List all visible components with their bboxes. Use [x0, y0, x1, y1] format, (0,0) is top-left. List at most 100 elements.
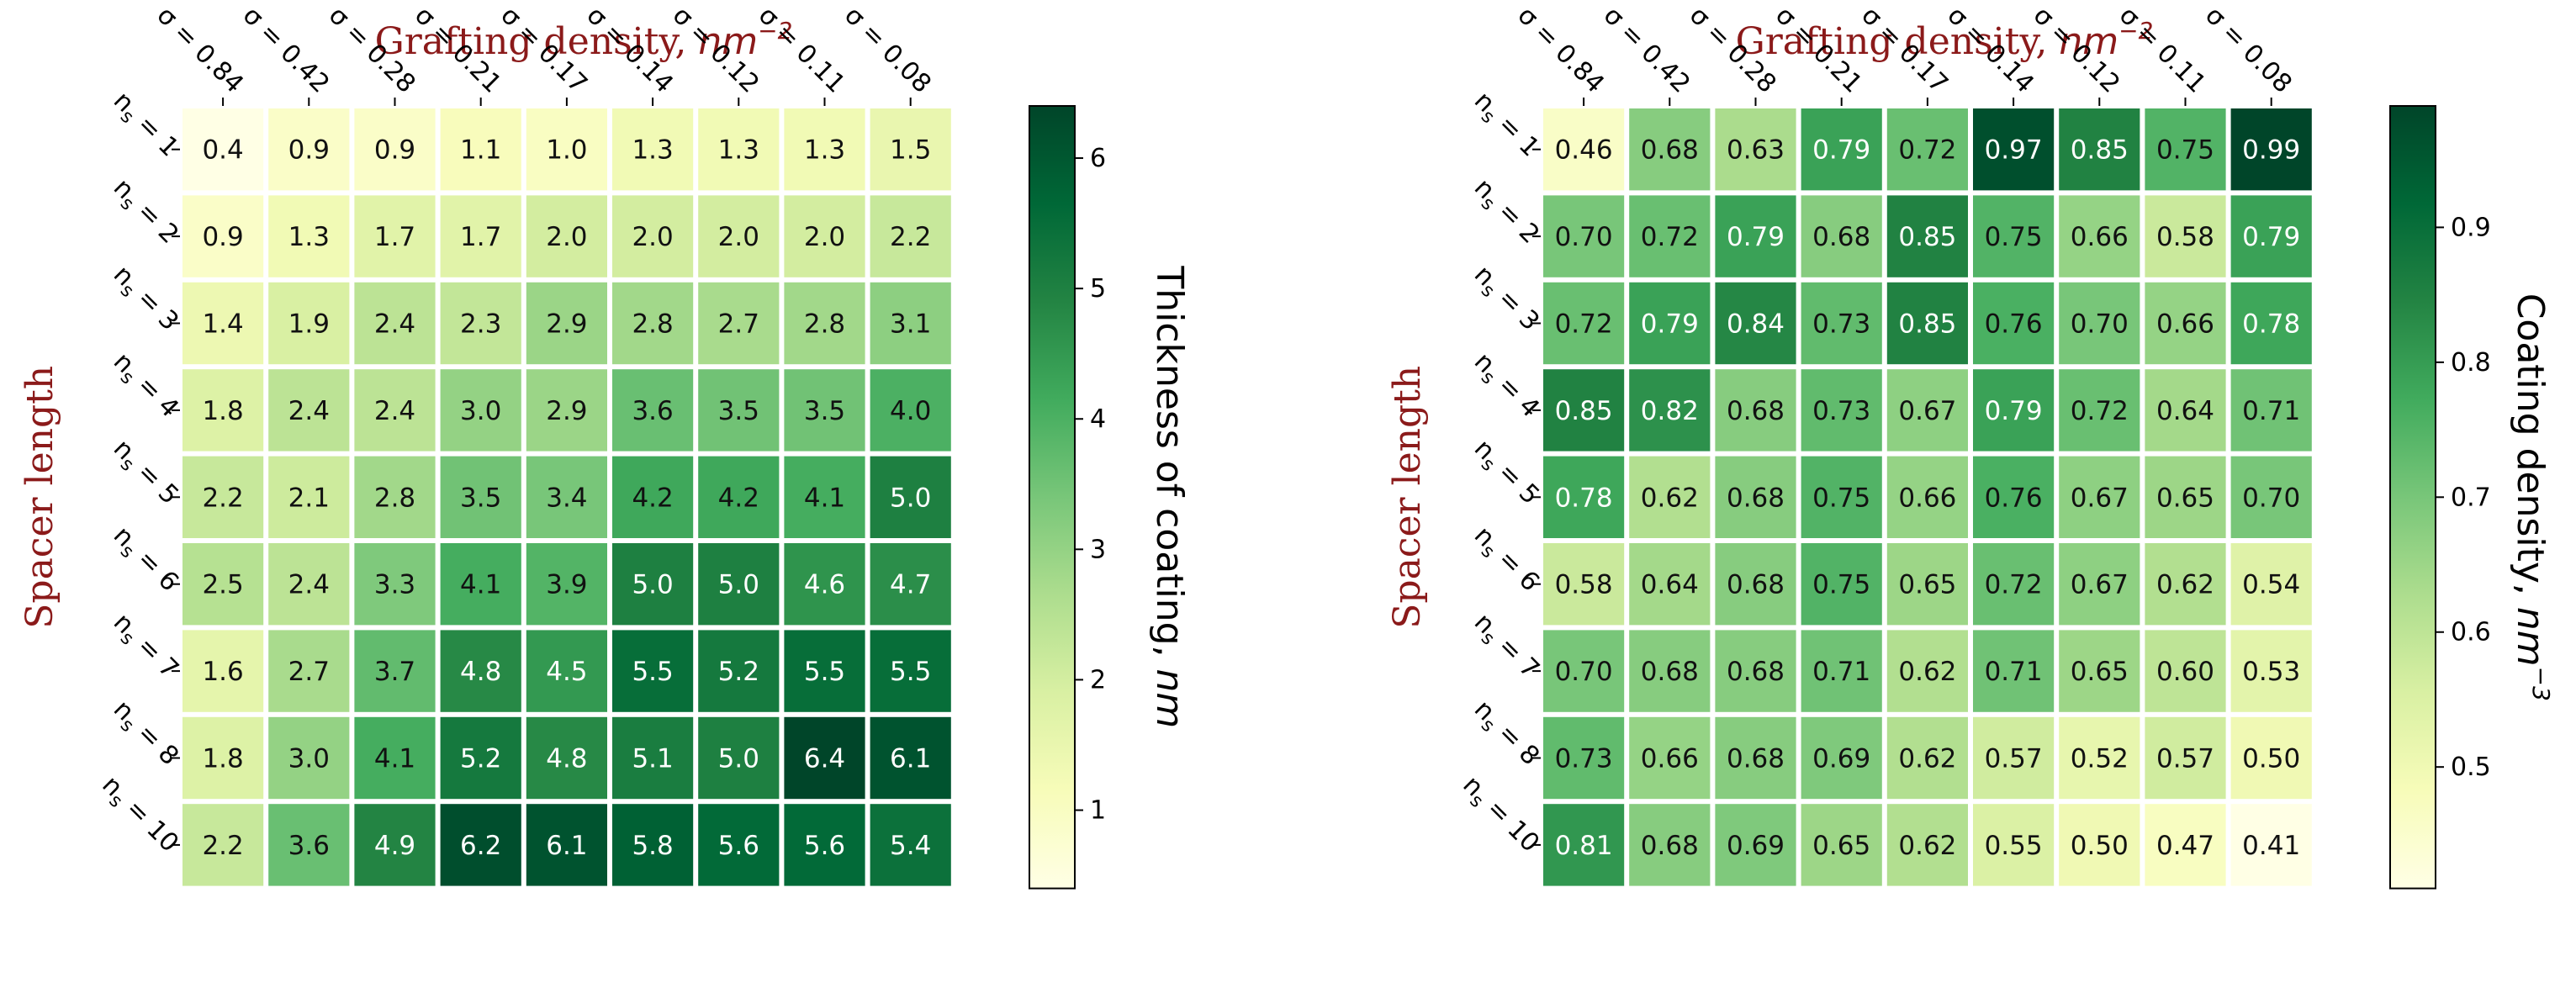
cell-value-label: 0.71 — [2242, 396, 2300, 426]
heatmap-cell — [2230, 456, 2312, 538]
cell-value-label: 2.8 — [804, 309, 845, 340]
cell-value-label: 6.1 — [890, 744, 931, 774]
cell-value-label: 4.8 — [546, 744, 587, 774]
cell-value-label: 0.72 — [1641, 222, 1699, 252]
cell-value-label: 4.1 — [460, 570, 501, 600]
heatmap-cell — [1973, 108, 2055, 191]
heatmap-1: Grafting density, nm−2 Spacer length 0.4 0.… — [19, 1, 1191, 890]
cell-value-label: 0.50 — [2071, 831, 2129, 861]
cell-value-label: 0.62 — [1898, 657, 1956, 687]
cell-value-label: 0.68 — [1727, 657, 1785, 687]
y-tick-label: ns = 1 — [104, 86, 184, 166]
cell-value-label: 5.0 — [632, 570, 673, 600]
heatmap-cell — [526, 456, 607, 538]
y-tick-label: ns = 10 — [93, 770, 184, 861]
y-axis-label: Spacer length — [19, 366, 61, 629]
heatmap-cell — [2059, 456, 2140, 538]
heatmap-cell — [182, 108, 264, 191]
cell-value-label: 0.75 — [1985, 222, 2043, 252]
cell-value-label: 3.0 — [460, 396, 501, 426]
cell-value-label: 5.4 — [890, 831, 931, 861]
cell-value-label: 2.4 — [288, 396, 330, 426]
cell-value-label: 4.5 — [546, 657, 587, 687]
cell-value-label: 0.9 — [374, 135, 415, 166]
heatmap-cell — [1801, 369, 1882, 452]
heatmap-cell — [440, 456, 521, 538]
heatmap-cell — [526, 804, 607, 886]
x-tick-label: σ = 0.42 — [1598, 1, 1696, 99]
y-tick-label: ns = 8 — [104, 695, 184, 774]
heatmap-cell — [182, 369, 264, 452]
cell-value-label: 3.5 — [804, 396, 845, 426]
cell-value-label: 2.9 — [546, 309, 587, 340]
cell-value-label: 0.65 — [2156, 483, 2214, 513]
heatmap-cell — [2059, 282, 2140, 365]
heatmap-cell — [2059, 543, 2140, 626]
cell-value-label: 5.2 — [460, 744, 501, 774]
colorbar-tick-label: 4 — [1090, 404, 1106, 434]
heatmap-cell — [182, 543, 264, 626]
heatmap-cell — [1543, 369, 1625, 452]
cell-value-label: 0.66 — [2071, 222, 2129, 252]
cell-value-label: 0.68 — [1812, 222, 1870, 252]
heatmap-cell — [1886, 716, 1968, 800]
cell-value-label: 2.7 — [288, 657, 330, 687]
heatmap-cell — [784, 543, 865, 626]
cell-value-label: 5.5 — [632, 657, 673, 687]
colorbar-label: Thickness of coating, nm — [1148, 265, 1191, 728]
cell-value-label: 0.65 — [1812, 831, 1870, 861]
cell-value-label: 2.8 — [374, 483, 415, 513]
cell-value-label: 0.75 — [2156, 135, 2214, 166]
cell-value-label: 5.6 — [804, 831, 845, 861]
heatmap-cell — [2145, 456, 2226, 538]
heatmap-cell — [1543, 543, 1625, 626]
cell-value-label: 0.67 — [1898, 396, 1956, 426]
y-tick-label: ns = 1 — [1465, 86, 1545, 166]
heatmap-cell — [2145, 804, 2226, 886]
heatmap-cell — [1629, 543, 1711, 626]
heatmap-cell — [2230, 716, 2312, 800]
heatmap-cell — [784, 282, 865, 365]
cell-value-label: 0.82 — [1641, 396, 1699, 426]
cell-value-label: 1.0 — [546, 135, 587, 166]
cell-value-label: 0.47 — [2156, 831, 2214, 861]
heatmap-cell — [870, 543, 951, 626]
cell-value-label: 3.9 — [546, 570, 587, 600]
cell-value-label: 0.67 — [2071, 570, 2129, 600]
cell-value-label: 0.65 — [1898, 570, 1956, 600]
heatmap-cell — [2145, 543, 2226, 626]
heatmap-cell — [2145, 716, 2226, 800]
cell-value-label: 2.1 — [288, 483, 330, 513]
cell-value-label: 0.62 — [1641, 483, 1699, 513]
heatmap-cell — [526, 543, 607, 626]
cell-value-label: 0.76 — [1985, 483, 2043, 513]
cell-value-label: 1.8 — [202, 744, 243, 774]
heatmap-cell — [1629, 716, 1711, 800]
y-tick-label: ns = 10 — [1454, 770, 1545, 861]
cell-value-label: 5.5 — [890, 657, 931, 687]
cell-value-label: 0.71 — [1812, 657, 1870, 687]
cell-value-label: 0.57 — [2156, 744, 2214, 774]
cell-value-label: 1.7 — [374, 222, 415, 252]
heatmap-cell — [612, 804, 694, 886]
x-tick-label: σ = 0.08 — [838, 1, 937, 99]
cell-value-label: 5.0 — [718, 570, 759, 600]
heatmap-cell — [440, 716, 521, 800]
cell-value-label: 5.2 — [718, 657, 759, 687]
cell-value-label: 5.1 — [632, 744, 673, 774]
cell-value-label: 0.69 — [1727, 831, 1785, 861]
chart-title: Grafting density, nm−2 — [375, 17, 793, 63]
heatmap-cell — [1715, 543, 1796, 626]
cell-value-label: 0.68 — [1727, 483, 1785, 513]
heatmap-cell — [698, 543, 780, 626]
heatmap-cell — [698, 630, 780, 712]
heatmap-cell — [2145, 282, 2226, 365]
heatmap-cell — [1886, 108, 1968, 191]
cell-value-label: 0.76 — [1985, 309, 2043, 340]
colorbar — [1029, 105, 1076, 890]
cell-value-label: 0.62 — [1898, 744, 1956, 774]
cell-value-label: 4.2 — [632, 483, 673, 513]
cell-value-label: 0.66 — [2156, 309, 2214, 340]
heatmap-2: Grafting density, nm−2 Spacer length 0.46 0… — [1386, 1, 2555, 890]
